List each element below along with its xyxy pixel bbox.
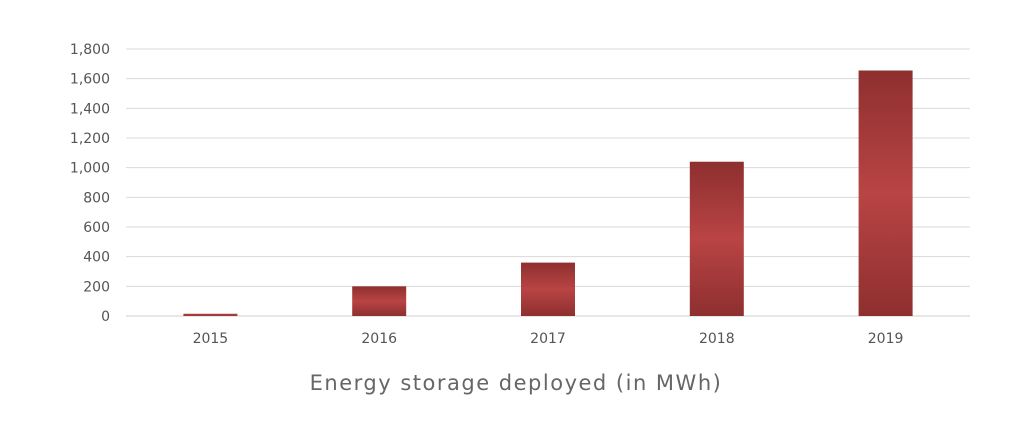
y-tick-label: 1,200 xyxy=(70,131,110,147)
y-tick-label: 1,800 xyxy=(70,42,110,58)
bar-2019 xyxy=(858,70,913,316)
x-tick-label: 2016 xyxy=(361,331,397,347)
y-tick-label: 200 xyxy=(83,279,110,295)
y-axis-ticks: 0 200 400 600 800 1,000 1,200 1,400 1,600 1,800 xyxy=(70,42,110,325)
y-tick-label: 400 xyxy=(83,250,110,266)
bars xyxy=(183,70,913,316)
bar-2015 xyxy=(183,313,238,316)
y-tick-label: 1,600 xyxy=(70,72,110,88)
y-tick-label: 600 xyxy=(83,220,110,236)
y-tick-label: 1,400 xyxy=(70,101,110,117)
y-tick-label: 800 xyxy=(83,190,110,206)
x-tick-label: 2019 xyxy=(868,331,904,347)
x-tick-label: 2015 xyxy=(193,331,229,347)
bar-2016 xyxy=(352,286,407,316)
x-tick-label: 2017 xyxy=(530,331,566,347)
bar-2017 xyxy=(521,262,575,316)
x-axis-ticks: 2015 2016 2017 2018 2019 xyxy=(193,331,904,347)
y-tick-label: 1,000 xyxy=(70,161,110,177)
bar-2018 xyxy=(689,161,744,316)
x-axis-label: Energy storage deployed (in MWh) xyxy=(310,371,723,395)
gridlines xyxy=(126,48,970,317)
y-tick-label: 0 xyxy=(101,309,110,325)
x-tick-label: 2018 xyxy=(699,331,735,347)
